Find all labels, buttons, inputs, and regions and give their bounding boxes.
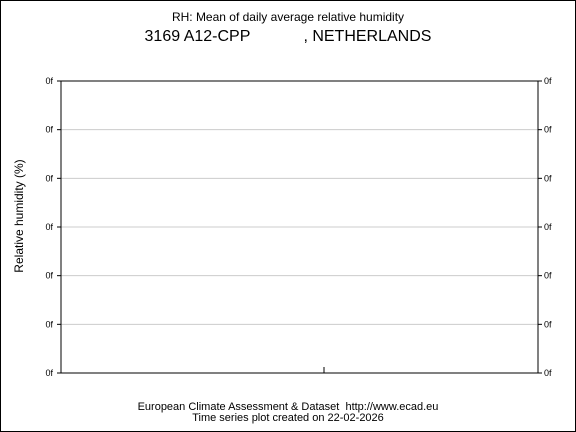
y-tick-label-right: 0f [544, 222, 552, 232]
y-tick-label-right: 0f [544, 271, 552, 281]
y-tick-label-right: 0f [544, 173, 552, 183]
y-tick-label-right: 0f [544, 125, 552, 135]
y-tick-label-left: 0f [45, 76, 53, 86]
y-tick-label-left: 0f [45, 368, 53, 378]
y-tick-label-left: 0f [45, 222, 53, 232]
plot-border [60, 80, 539, 374]
y-axis-right-ticks: 0f 0f 0f 0f 0f 0f 0f [538, 76, 552, 378]
chart-title: RH: Mean of daily average relative humid… [171, 10, 405, 24]
y-tick-label-right: 0f [544, 368, 552, 378]
y-tick-label-left: 0f [45, 125, 53, 135]
y-tick-label-left: 0f [45, 319, 53, 329]
y-tick-label-right: 0f [544, 319, 552, 329]
grid-lines [61, 129, 538, 325]
chart-subtitle: 3169 A12-CPP , NETHERLANDS [144, 28, 432, 45]
footer-created: Time series plot created on 22-02-2026 [192, 412, 384, 424]
y-tick-label-left: 0f [45, 173, 53, 183]
y-tick-label-right: 0f [544, 76, 552, 86]
y-tick-label-left: 0f [45, 271, 53, 281]
footer-source: European Climate Assessment & Dataset ht… [137, 401, 439, 413]
y-axis-left-ticks: 0f 0f 0f 0f 0f 0f 0f [45, 76, 61, 378]
